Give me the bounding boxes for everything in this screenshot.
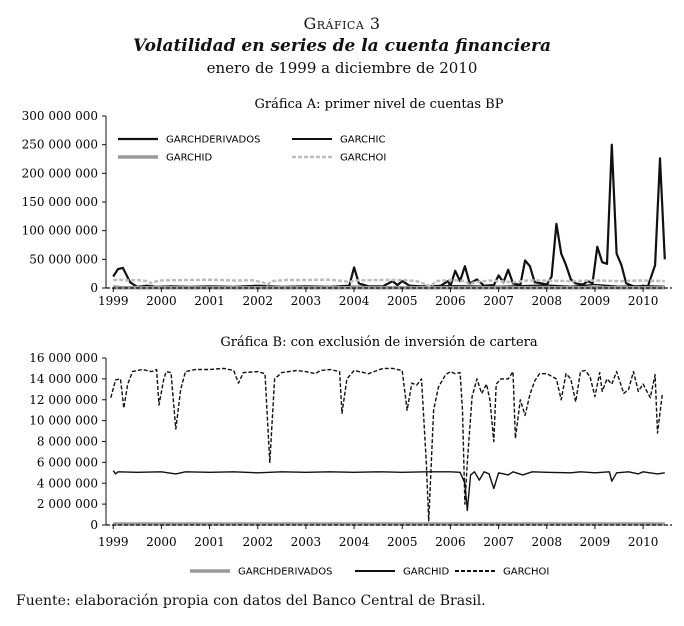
chart-0-legend-label: GARCHDERIVADOS <box>166 135 260 146</box>
chart-0-title: Gráfica A: primer nivel de cuentas BP <box>255 97 504 112</box>
chart-1-y-tick-label: 14 000 000 <box>29 372 98 386</box>
chart-0-y-tick-label: 0 <box>90 281 98 295</box>
source-note: Fuente: elaboración propia con datos del… <box>16 593 486 609</box>
chart-0-y-tick-label: 150 000 000 <box>22 195 98 209</box>
chart-0-x-tick-label: 2000 <box>146 294 177 308</box>
chart-1-x-tick-label: 2000 <box>146 535 177 549</box>
chart-0-y-tick-label: 200 000 000 <box>22 166 98 180</box>
chart-1-legend-label: GARCHDERIVADOS <box>238 567 332 578</box>
chart-0-x-tick-label: 2007 <box>483 294 514 308</box>
chart-1-series-garchoi <box>110 367 664 522</box>
chart-1-x-tick-label: 2009 <box>580 535 611 549</box>
chart-0-x-tick-label: 2002 <box>242 294 273 308</box>
chart-1-x-tick-label: 2008 <box>531 535 562 549</box>
chart-0-y-tick-label: 300 000 000 <box>22 109 98 123</box>
chart-1-x-tick-label: 2007 <box>483 535 514 549</box>
chart-0-x-tick-label: 2010 <box>628 294 659 308</box>
chart-1-x-tick-label: 2005 <box>387 535 418 549</box>
chart-1-y-tick-label: 4 000 000 <box>37 476 98 490</box>
chart-0-y-tick-label: 50 000 000 <box>29 252 98 266</box>
chart-1-x-tick-label: 2010 <box>628 535 659 549</box>
chart-0-series-garchderivados <box>112 143 666 288</box>
chart-0-x-tick-label: 1999 <box>98 294 129 308</box>
chart-0-legend-label: GARCHID <box>166 153 212 164</box>
chart-1-y-tick-label: 6 000 000 <box>37 455 98 469</box>
chart-0-x-tick-label: 2008 <box>531 294 562 308</box>
chart-0-x-tick-label: 2005 <box>387 294 418 308</box>
chart-0-legend-label: GARCHIC <box>340 135 385 146</box>
chart-0-x-tick-label: 2003 <box>291 294 322 308</box>
chart-1-y-tick-label: 10 000 000 <box>29 414 98 428</box>
chart-1-legend-label: GARCHID <box>403 567 449 578</box>
chart-1-x-tick-label: 2001 <box>194 535 225 549</box>
chart-1-y-tick-label: 12 000 000 <box>29 393 98 407</box>
chart-0-x-tick-label: 2009 <box>580 294 611 308</box>
chart-1-x-tick-label: 2006 <box>435 535 466 549</box>
chart-1-x-tick-label: 2004 <box>339 535 370 549</box>
figure-label: Gráfica 3 <box>303 14 381 33</box>
chart-0-x-tick-label: 2006 <box>435 294 466 308</box>
chart-1-series-garchid <box>112 470 665 512</box>
chart-0-x-tick-label: 2004 <box>339 294 370 308</box>
chart-1-y-tick-label: 8 000 000 <box>37 435 98 449</box>
chart-1-y-tick-label: 16 000 000 <box>29 351 98 365</box>
figure-title: Volatilidad en series de la cuenta finan… <box>133 36 551 56</box>
chart-1-y-tick-label: 2 000 000 <box>37 497 98 511</box>
chart-0-legend-label: GARCHOI <box>340 153 386 164</box>
chart-0-y-tick-label: 100 000 000 <box>22 224 98 238</box>
chart-1-legend-label: GARCHOI <box>503 567 549 578</box>
chart-1-title: Gráfica B: con exclusión de inversión de… <box>220 335 537 350</box>
chart-1-x-tick-label: 1999 <box>98 535 129 549</box>
chart-1-y-tick-label: 0 <box>90 518 98 532</box>
chart-0-x-tick-label: 2001 <box>194 294 225 308</box>
chart-1-x-tick-label: 2002 <box>242 535 273 549</box>
chart-0-y-tick-label: 250 000 000 <box>22 138 98 152</box>
chart-1-x-tick-label: 2003 <box>291 535 322 549</box>
figure-subtitle: enero de 1999 a diciembre de 2010 <box>206 59 478 77</box>
